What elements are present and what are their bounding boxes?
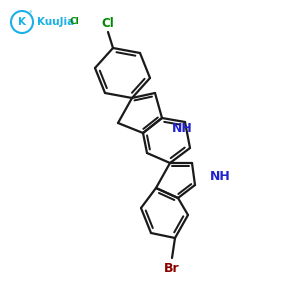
Text: NH: NH [172,122,193,134]
Text: NH: NH [210,170,231,184]
Text: K: K [18,17,26,27]
Text: °: ° [28,11,31,17]
Text: Br: Br [164,262,180,275]
Text: Cl: Cl [69,16,79,26]
Text: Cl: Cl [102,17,114,30]
Text: KuuJia: KuuJia [37,17,74,27]
